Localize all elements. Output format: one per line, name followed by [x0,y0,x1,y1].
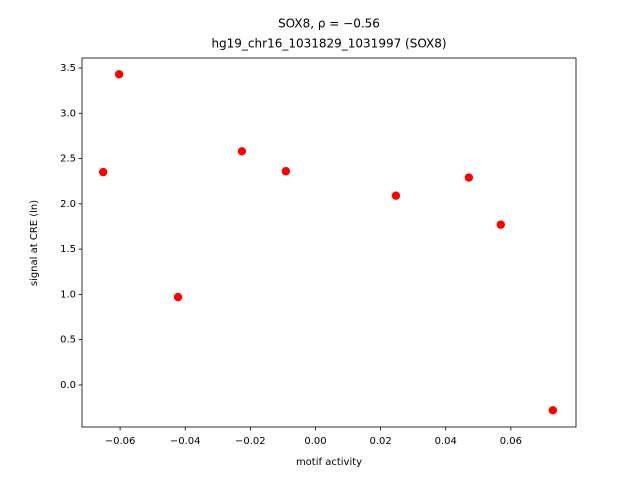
x-tick-label: −0.04 [170,436,201,447]
x-tick-label: −0.06 [105,436,136,447]
y-tick-label: 1.0 [60,289,76,300]
y-tick-label: 3.0 [60,108,76,119]
plot-frame [81,57,577,428]
chart-subtitle: hg19_chr16_1031829_1031997 (SOX8) [211,37,446,51]
x-tick-label: 0.06 [500,436,522,447]
point [281,167,291,176]
chart-title: SOX8, ρ = −0.56 [278,17,380,31]
x-tick-label: 0.02 [369,436,391,447]
y-tick-label: 1.5 [60,244,76,255]
y-tick-label: 0.5 [60,335,76,346]
y-tick-label: 2.0 [60,199,76,210]
point [237,147,247,156]
x-tick-label: −0.02 [235,436,266,447]
y-axis-label: signal at CRE (ln) [29,200,40,286]
point [98,167,108,177]
x-tick-label: 0.00 [304,436,326,447]
point [391,191,401,200]
point [548,406,558,415]
point [464,173,474,182]
y-tick-label: 0.0 [60,380,76,391]
point [114,70,124,79]
point [173,292,183,302]
y-tick-label: 2.5 [60,154,76,165]
y-tick-label: 3.5 [60,63,76,74]
x-tick-label: 0.04 [435,436,457,447]
x-axis-label: motif activity [296,457,362,468]
point [496,220,505,229]
